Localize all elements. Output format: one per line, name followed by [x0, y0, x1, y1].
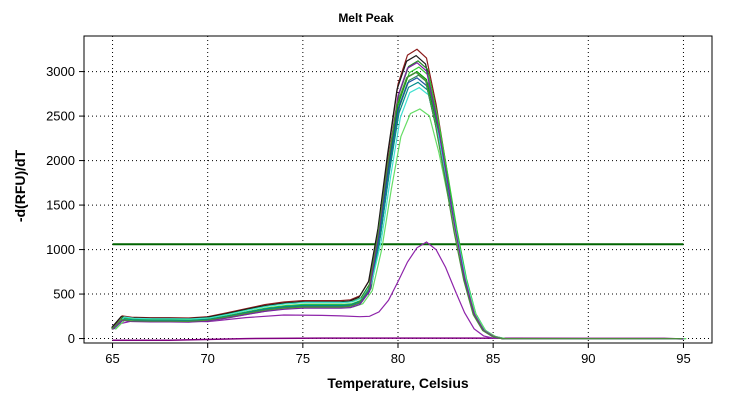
y-ticks: 0 500 1000 1500 2000 2500 3000: [46, 64, 84, 346]
x-ticks: 65 70 75 80 85 90 95: [105, 343, 691, 366]
melt-curve: [111, 71, 683, 340]
x-tick-label: 65: [105, 351, 119, 366]
series-layer: [111, 48, 687, 342]
melt-curve: [113, 74, 685, 340]
y-tick-label: 0: [68, 331, 75, 346]
chart-title: Melt Peak: [338, 11, 394, 25]
x-tick-label: 95: [676, 351, 690, 366]
melt-curve: [114, 86, 686, 340]
x-axis-label: Temperature, Celsius: [327, 375, 469, 391]
y-axis-label: -d(RFU)/dT: [12, 149, 28, 222]
x-tick-label: 90: [581, 351, 595, 366]
y-tick-label: 2500: [46, 109, 75, 124]
y-tick-label: 1000: [46, 242, 75, 257]
y-tick-label: 1500: [46, 198, 75, 213]
x-tick-label: 85: [486, 351, 500, 366]
grid: [84, 36, 712, 343]
x-tick-label: 70: [200, 351, 214, 366]
x-tick-label: 80: [391, 351, 405, 366]
x-tick-label: 75: [296, 351, 310, 366]
y-tick-label: 500: [53, 287, 75, 302]
secondary-peak-curve: [112, 241, 684, 340]
melt-curve: [114, 108, 687, 340]
y-tick-label: 3000: [46, 64, 75, 79]
melt-curve: [111, 54, 683, 340]
y-tick-label: 2000: [46, 153, 75, 168]
melt-curve: [113, 81, 685, 340]
